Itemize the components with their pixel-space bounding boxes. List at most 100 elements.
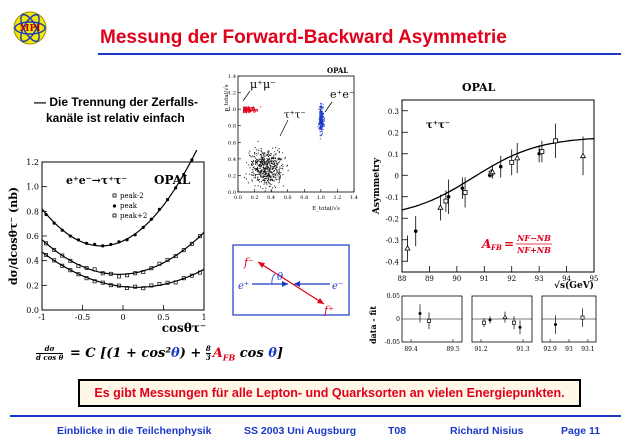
tautau-event-point [273, 173, 275, 175]
mumu-region-label: μ⁺μ⁻ [250, 78, 276, 91]
y-tick-label: -0.2 [386, 215, 400, 223]
tautau-event-point [268, 150, 270, 152]
tautau-event-point [271, 157, 273, 159]
mumu-event-point [244, 110, 246, 112]
ee-event-point [319, 124, 321, 126]
ee-event-point [321, 110, 323, 112]
afb-equals: = [504, 237, 514, 251]
tautau-event-point [284, 156, 286, 158]
tautau-event-point [266, 166, 268, 168]
ee-event-point [319, 111, 321, 113]
mumu-event-point [244, 109, 246, 111]
x-tick-label: 89.4 [404, 346, 418, 353]
angular-legend: peak-2 peak peak+2 [112, 192, 147, 220]
mumu-event-point [247, 112, 249, 114]
x-tick-label: -1 [38, 313, 46, 322]
tautau-event-point [255, 163, 257, 165]
tautau-event-point [260, 186, 262, 188]
data-point [181, 276, 186, 281]
tautau-event-point [251, 160, 253, 162]
x-tick-label: 93 [565, 346, 573, 353]
tautau-event-point [262, 163, 264, 165]
tautau-event-point [264, 152, 266, 154]
mumu-event-point [248, 110, 250, 112]
data-point [133, 271, 138, 276]
data-point [92, 267, 97, 272]
ee-event-point [320, 110, 322, 112]
tautau-event-point [269, 169, 271, 171]
tautau-event-point [261, 152, 263, 154]
mumu-event-point [248, 109, 250, 111]
legend-peak: peak [120, 202, 138, 210]
tautau-event-point [251, 164, 253, 166]
tautau-event-point [258, 160, 260, 162]
ee-event-point [320, 106, 322, 108]
residual-point [502, 314, 508, 320]
y-tick-label: 0.8 [228, 124, 236, 130]
f-plus-label: f⁺ [323, 304, 334, 316]
tautau-event-point [268, 154, 270, 156]
tautau-event-point [269, 169, 271, 171]
tautau-event-point [267, 151, 269, 153]
tautau-event-point [258, 179, 260, 181]
tautau-event-point [263, 170, 265, 172]
ee-event-point [320, 106, 322, 108]
tautau-event-point [255, 169, 257, 171]
ee-event-point [318, 123, 320, 125]
data-point [92, 279, 97, 284]
tautau-event-point [255, 160, 257, 162]
mumu-event-point [247, 107, 249, 109]
tautau-event-point [276, 166, 278, 168]
tautau-event-point [278, 168, 280, 170]
ee-event-point [319, 116, 321, 118]
ee-event-point [320, 124, 322, 126]
ee-event-point [321, 120, 323, 122]
data-point [93, 242, 97, 246]
tautau-event-point [273, 176, 275, 178]
ee-event-point [319, 110, 321, 112]
tautau-event-point [268, 161, 270, 163]
footer-course: Einblicke in die Teilchenphysik [57, 425, 212, 437]
tautau-event-point [268, 167, 270, 169]
formula-close: ] [276, 346, 284, 361]
mumu-event-point [250, 107, 252, 109]
ee-event-point [321, 113, 323, 115]
tautau-event-point [258, 158, 260, 160]
x-tick-label: 94 [562, 275, 571, 283]
mumu-event-point [257, 109, 259, 111]
tautau-event-point [256, 168, 258, 170]
tautau-event-point [268, 153, 270, 155]
tautau-event-point [265, 187, 267, 189]
tautau-event-point [268, 154, 270, 156]
tautau-event-point [249, 173, 251, 175]
tautau-event-point [257, 174, 259, 176]
ee-event-point [322, 122, 324, 124]
data-point [165, 280, 170, 285]
tautau-event-point [268, 174, 270, 176]
ee-event-point [319, 118, 321, 120]
tautau-event-point [257, 176, 259, 178]
ee-event-point [322, 113, 324, 115]
y-tick-label: 1.0 [228, 107, 236, 113]
data-point [125, 238, 129, 242]
tautau-event-point [282, 174, 284, 176]
tautau-event-point [280, 165, 282, 167]
ee-event-point [319, 138, 321, 140]
tautau-event-point [263, 160, 265, 162]
data-point [125, 286, 129, 291]
ee-event-point [322, 123, 324, 125]
ee-event-point [319, 112, 321, 114]
tautau-event-point [272, 163, 274, 165]
data-point [157, 282, 162, 286]
mumu-event-point [251, 107, 253, 109]
tautau-event-point [271, 162, 273, 164]
tautau-event-point [272, 166, 274, 168]
tautau-event-point [265, 169, 267, 171]
ee-event-point [320, 130, 322, 132]
tautau-event-point [255, 161, 257, 163]
tautau-event-point [257, 159, 259, 161]
tautau-event-point [275, 173, 277, 175]
mumu-event-point [254, 110, 256, 112]
tautau-event-point [272, 156, 274, 158]
y-tick-label: 1.2 [228, 91, 236, 97]
